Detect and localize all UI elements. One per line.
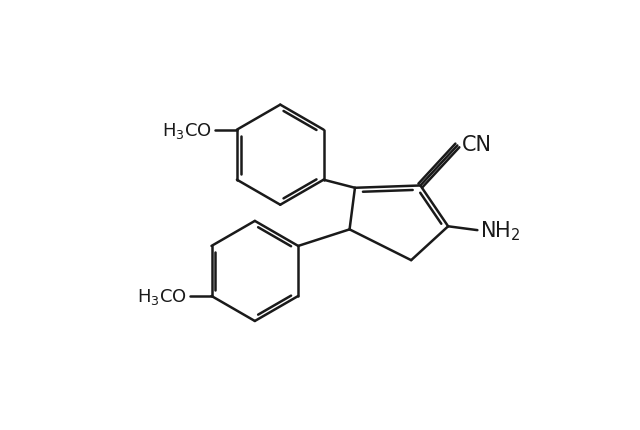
Text: CN: CN bbox=[462, 135, 492, 154]
Text: NH$_2$: NH$_2$ bbox=[481, 219, 521, 243]
Text: H$_3$CO: H$_3$CO bbox=[163, 120, 212, 140]
Text: H$_3$CO: H$_3$CO bbox=[137, 286, 187, 306]
